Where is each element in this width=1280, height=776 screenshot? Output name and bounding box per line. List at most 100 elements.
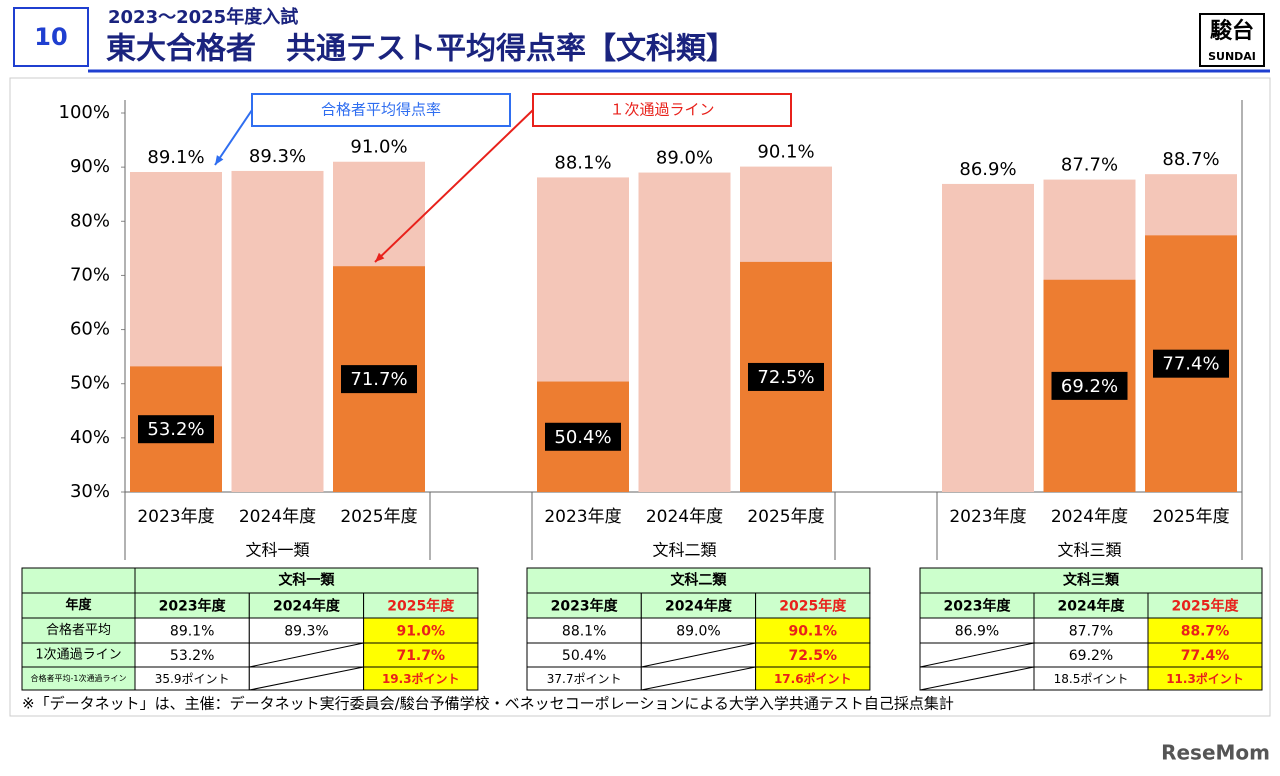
table-value: 2023年度: [944, 598, 1012, 615]
table-value: 37.7ポイント: [547, 672, 622, 686]
y-tick-label: 50%: [70, 373, 110, 394]
table-value: 2024年度: [665, 598, 733, 615]
table-header-cell: [919, 567, 1263, 594]
callout-arrowhead: [215, 155, 224, 165]
table-value: 89.3%: [284, 624, 328, 640]
table-value: 2023年度: [159, 598, 227, 615]
table-cell: [919, 617, 1035, 644]
value-label: 77.4%: [1162, 354, 1219, 375]
x-tick-label: 2024年度: [646, 507, 723, 527]
subtitle: 2023～2025年度入試: [108, 6, 298, 28]
table-value: 72.5%: [788, 648, 837, 664]
x-tick-label: 2025年度: [340, 507, 417, 527]
table-value: 50.4%: [562, 648, 606, 664]
value-label: 53.2%: [147, 419, 204, 440]
row-label: 1次通過ライン: [35, 647, 121, 663]
value-label: 89.1%: [147, 147, 204, 168]
table-value: 77.4%: [1181, 648, 1230, 664]
x-tick-label: 2023年度: [137, 507, 214, 527]
value-label: 71.7%: [350, 369, 407, 390]
table-value: 88.7%: [1181, 624, 1230, 640]
table-cell: [1147, 592, 1263, 619]
logo-sub: SUNDAI: [1208, 50, 1256, 63]
table-cell: [363, 666, 479, 691]
callout-text: 合格者平均得点率: [321, 101, 441, 119]
row-label: 合格者平均-1次通過ライン: [31, 673, 127, 683]
table-cell: [1147, 617, 1263, 644]
value-label-bg: [1153, 349, 1229, 378]
watermark: ReseMom: [1161, 741, 1270, 765]
x-tick-label: 2025年度: [1152, 507, 1229, 527]
table-value: 2025年度: [1172, 598, 1240, 615]
value-label: 50.4%: [554, 427, 611, 448]
value-label: 72.5%: [757, 367, 814, 388]
table-header: 文科三類: [1063, 572, 1120, 589]
value-label: 91.0%: [350, 137, 407, 158]
table-value: 2025年度: [779, 598, 847, 615]
table-cell: [134, 617, 250, 644]
table-value: 71.7%: [396, 648, 445, 664]
bar: [638, 172, 731, 493]
callout-arrow: [374, 109, 534, 263]
table-value: 11.3ポイント: [1166, 671, 1244, 686]
bar: [942, 183, 1034, 493]
row-label-cell: [21, 642, 136, 668]
value-label-bg: [1051, 371, 1128, 400]
empty-cell-diagonal: [249, 666, 364, 691]
row-label: 合格者平均: [46, 622, 111, 638]
x-tick-label: 2025年度: [747, 507, 824, 527]
value-label: 86.9%: [959, 159, 1016, 180]
y-tick-label: 30%: [70, 481, 110, 502]
table-cell: [1147, 666, 1263, 691]
group-label: 文科二類: [652, 541, 716, 560]
table-value: 17.6ポイント: [774, 671, 852, 686]
value-label: 90.1%: [757, 142, 814, 163]
empty-cell-diagonal: [641, 642, 756, 668]
empty-cell-diagonal: [641, 666, 756, 691]
table-value: 2025年度: [387, 598, 455, 615]
table-cell: [363, 642, 479, 668]
table-value: 2024年度: [273, 598, 341, 615]
table-cell: [1147, 642, 1263, 668]
content-frame: [9, 77, 1271, 717]
x-tick-label: 2023年度: [544, 507, 621, 527]
callout-box: [251, 93, 511, 127]
bar: [231, 170, 324, 492]
table-value: 18.5ポイント: [1054, 672, 1129, 686]
table-value: 86.9%: [955, 624, 999, 640]
table-value: 87.7%: [1069, 624, 1113, 640]
title: 東大合格者 共通テスト平均得点率【文科類】: [106, 32, 736, 67]
table-cell: [134, 592, 250, 619]
value-label-bg: [545, 422, 621, 451]
value-label: 88.1%: [554, 152, 611, 173]
table-value: 89.0%: [676, 624, 720, 640]
callout-text: １次通過ライン: [609, 101, 714, 119]
table-value: 69.2%: [1069, 648, 1113, 664]
value-label-bg: [341, 365, 417, 394]
value-label: 69.2%: [1061, 376, 1118, 397]
row-label: 年度: [65, 597, 92, 613]
callout-arrow: [214, 109, 253, 166]
group-label: 文科三類: [1057, 541, 1121, 560]
table-value: 2024年度: [1058, 598, 1126, 615]
empty-cell-diagonal: [249, 642, 364, 668]
footnote: ※「データネット」は、主催：データネット実行委員会/駿台予備学校・ベネッセコーポ…: [22, 695, 954, 713]
table-value: 88.1%: [562, 624, 606, 640]
table-corner: [21, 567, 136, 594]
y-tick-label: 80%: [70, 210, 110, 231]
number-box: [13, 7, 89, 67]
table-header-cell: [526, 567, 871, 594]
table-header: 文科二類: [670, 572, 727, 589]
y-tick-label: 100%: [59, 102, 110, 123]
value-label: 87.7%: [1061, 155, 1118, 176]
table-header: 文科一類: [278, 572, 335, 589]
y-tick-label: 90%: [70, 156, 110, 177]
y-tick-label: 40%: [70, 427, 110, 448]
x-tick-label: 2023年度: [949, 507, 1026, 527]
group-label: 文科一類: [245, 541, 309, 560]
y-tick-label: 70%: [70, 264, 110, 285]
empty-cell-diagonal: [919, 666, 1035, 691]
table-cell: [1033, 642, 1149, 668]
table-value: 2023年度: [551, 598, 619, 615]
